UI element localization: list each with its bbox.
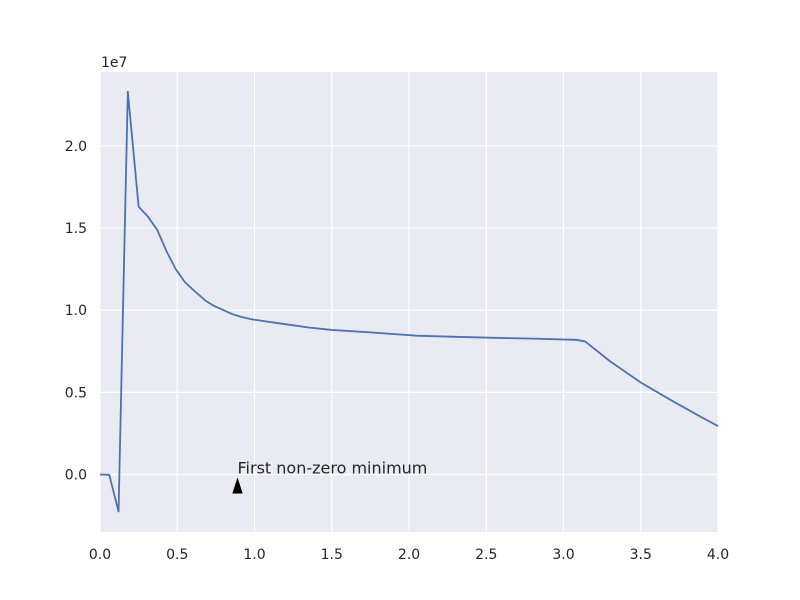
y-offset-label: 1e7 xyxy=(101,55,127,71)
series-line xyxy=(99,90,719,513)
annotation-arrow xyxy=(232,477,243,494)
x-tick-label: 2.0 xyxy=(398,547,420,563)
x-tick-label: 1.0 xyxy=(243,547,265,563)
y-tick-label: 1.0 xyxy=(65,303,87,319)
y-tick-label: 0.5 xyxy=(65,385,87,401)
y-tick-label: 1.5 xyxy=(65,221,87,237)
y-tick-labels: 0.0 0.5 1.0 1.5 2.0 xyxy=(65,139,87,484)
x-tick-label: 0.5 xyxy=(166,547,188,563)
x-tick-label: 4.0 xyxy=(707,547,729,563)
y-tick-label: 2.0 xyxy=(65,139,87,155)
series-group xyxy=(99,90,719,513)
y-tick-label: 0.0 xyxy=(65,468,87,484)
x-tick-label: 1.5 xyxy=(321,547,343,563)
x-tick-label: 3.5 xyxy=(630,547,652,563)
x-tick-label: 0.0 xyxy=(89,547,111,563)
x-tick-label: 2.5 xyxy=(475,547,497,563)
grid-lines xyxy=(99,72,719,532)
x-tick-labels: 0.0 0.5 1.0 1.5 2.0 2.5 3.0 3.5 4.0 xyxy=(89,547,729,563)
x-tick-label: 3.0 xyxy=(552,547,574,563)
annotation-text: First non-zero minimum xyxy=(238,459,428,478)
annotation: First non-zero minimum xyxy=(232,459,428,494)
